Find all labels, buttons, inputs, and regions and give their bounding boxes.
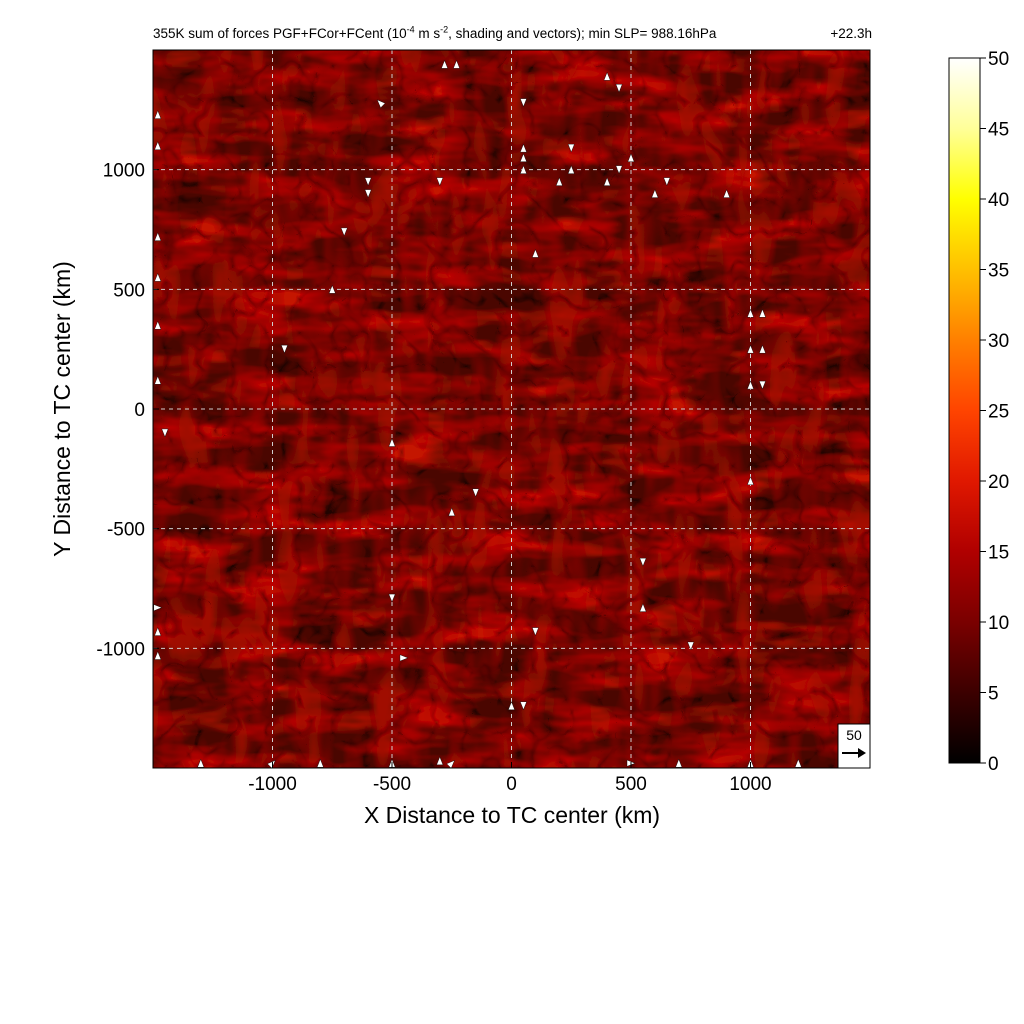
vector-17 xyxy=(627,153,635,162)
vector-48 xyxy=(154,320,162,330)
y-tick-label-0: -1000 xyxy=(96,639,145,660)
y-tick-label-1: -500 xyxy=(107,520,145,541)
vector-6 xyxy=(364,177,372,187)
vector-3 xyxy=(519,98,527,108)
vector-5 xyxy=(615,84,623,93)
vector-60 xyxy=(794,758,802,768)
vector-37 xyxy=(747,476,754,485)
vector-45 xyxy=(154,141,162,150)
reference-vector-key: 50 xyxy=(837,723,871,769)
y-tick-label-3: 500 xyxy=(113,280,145,301)
vector-35 xyxy=(639,557,647,567)
vector-44 xyxy=(154,110,162,119)
vector-36 xyxy=(639,603,647,612)
vector-62 xyxy=(675,758,683,768)
vector-33 xyxy=(472,488,480,498)
colorbar-tick-label-1: 5 xyxy=(988,684,999,705)
vector-4 xyxy=(603,71,611,81)
reference-vector-arrowhead xyxy=(858,748,866,758)
vector-24 xyxy=(747,308,754,318)
colorbar: 0 5 10 15 20 25 30 35 40 45 50 xyxy=(948,49,1009,775)
colorbar-tick-label-0: 0 xyxy=(988,754,999,775)
plot-area xyxy=(152,49,871,769)
vector-13 xyxy=(567,165,575,174)
vector-22 xyxy=(328,284,336,294)
vector-50 xyxy=(153,604,163,612)
vector-18 xyxy=(651,189,659,198)
x-axis: -1000 -500 0 500 1000 xyxy=(248,762,772,795)
reference-vector-label: 50 xyxy=(846,727,862,743)
vector-19 xyxy=(663,177,671,187)
vector-31 xyxy=(161,428,169,438)
vector-47 xyxy=(154,272,162,282)
vector-15 xyxy=(603,177,611,186)
vector-43 xyxy=(519,701,527,711)
colorbar-tick-label-10: 50 xyxy=(988,49,1009,70)
x-tick-label-2: 0 xyxy=(506,774,517,795)
vector-34 xyxy=(448,507,456,517)
vector-10 xyxy=(519,153,527,162)
vector-52 xyxy=(154,650,162,660)
vector-46 xyxy=(154,232,162,241)
vector-9 xyxy=(519,143,527,153)
y-tick-label-4: 1000 xyxy=(103,161,145,182)
field-shading xyxy=(153,50,870,768)
vector-53 xyxy=(197,758,205,768)
vector-25 xyxy=(758,308,766,318)
vector-7 xyxy=(364,189,372,199)
vector-39 xyxy=(531,627,539,637)
x-axis-label: X Distance to TC center (km) xyxy=(364,802,660,828)
vector-26 xyxy=(747,344,754,354)
colorbar-ticks: 0 5 10 15 20 25 30 35 40 45 50 xyxy=(980,49,1009,775)
vector-38 xyxy=(388,593,396,603)
vector-41 xyxy=(687,641,695,651)
vector-8 xyxy=(436,177,444,187)
vector-0 xyxy=(441,59,449,69)
x-tick-label-0: -1000 xyxy=(248,774,297,795)
colorbar-tick-label-4: 20 xyxy=(988,472,1009,493)
vector-57 xyxy=(316,758,324,768)
vector-20 xyxy=(723,189,731,198)
vector-12 xyxy=(567,143,575,153)
colorbar-tick-label-7: 35 xyxy=(988,261,1009,282)
vector-30 xyxy=(280,344,288,354)
colorbar-fill xyxy=(948,57,981,764)
vector-49 xyxy=(154,375,162,385)
vector-21 xyxy=(340,227,348,237)
x-tick-label-3: 500 xyxy=(615,774,647,795)
vector-29 xyxy=(758,380,766,390)
vector-28 xyxy=(747,380,754,390)
y-tick-label-2: 0 xyxy=(134,400,145,421)
vector-51 xyxy=(154,627,162,636)
vector-23 xyxy=(531,248,539,258)
colorbar-tick-label-3: 15 xyxy=(988,543,1009,564)
vector-40 xyxy=(399,654,409,662)
x-tick-label-4: 1000 xyxy=(729,774,771,795)
vector-11 xyxy=(519,165,527,174)
x-tick-label-1: -500 xyxy=(373,774,411,795)
y-axis: -1000 -500 0 500 1000 xyxy=(96,161,159,660)
vector-14 xyxy=(555,177,563,186)
colorbar-tick-label-6: 30 xyxy=(988,331,1009,352)
vector-56 xyxy=(446,760,455,769)
chart-title: 355K sum of forces PGF+FCor+FCent (10-4 … xyxy=(153,24,717,41)
force-vectors xyxy=(153,59,802,769)
vector-54 xyxy=(267,760,276,769)
vector-16 xyxy=(615,165,623,175)
colorbar-tick-label-2: 10 xyxy=(988,613,1009,634)
vector-32 xyxy=(388,437,396,447)
colorbar-tick-label-5: 25 xyxy=(988,402,1009,423)
colorbar-tick-label-9: 45 xyxy=(988,120,1009,141)
colorbar-tick-label-8: 40 xyxy=(988,190,1009,211)
vector-2 xyxy=(376,99,386,109)
y-axis-label: Y Distance to TC center (km) xyxy=(49,261,75,557)
vector-42 xyxy=(508,701,515,710)
vector-27 xyxy=(758,344,766,354)
time-label: +22.3h xyxy=(830,26,872,41)
vector-55 xyxy=(436,756,444,766)
vector-1 xyxy=(453,59,461,69)
